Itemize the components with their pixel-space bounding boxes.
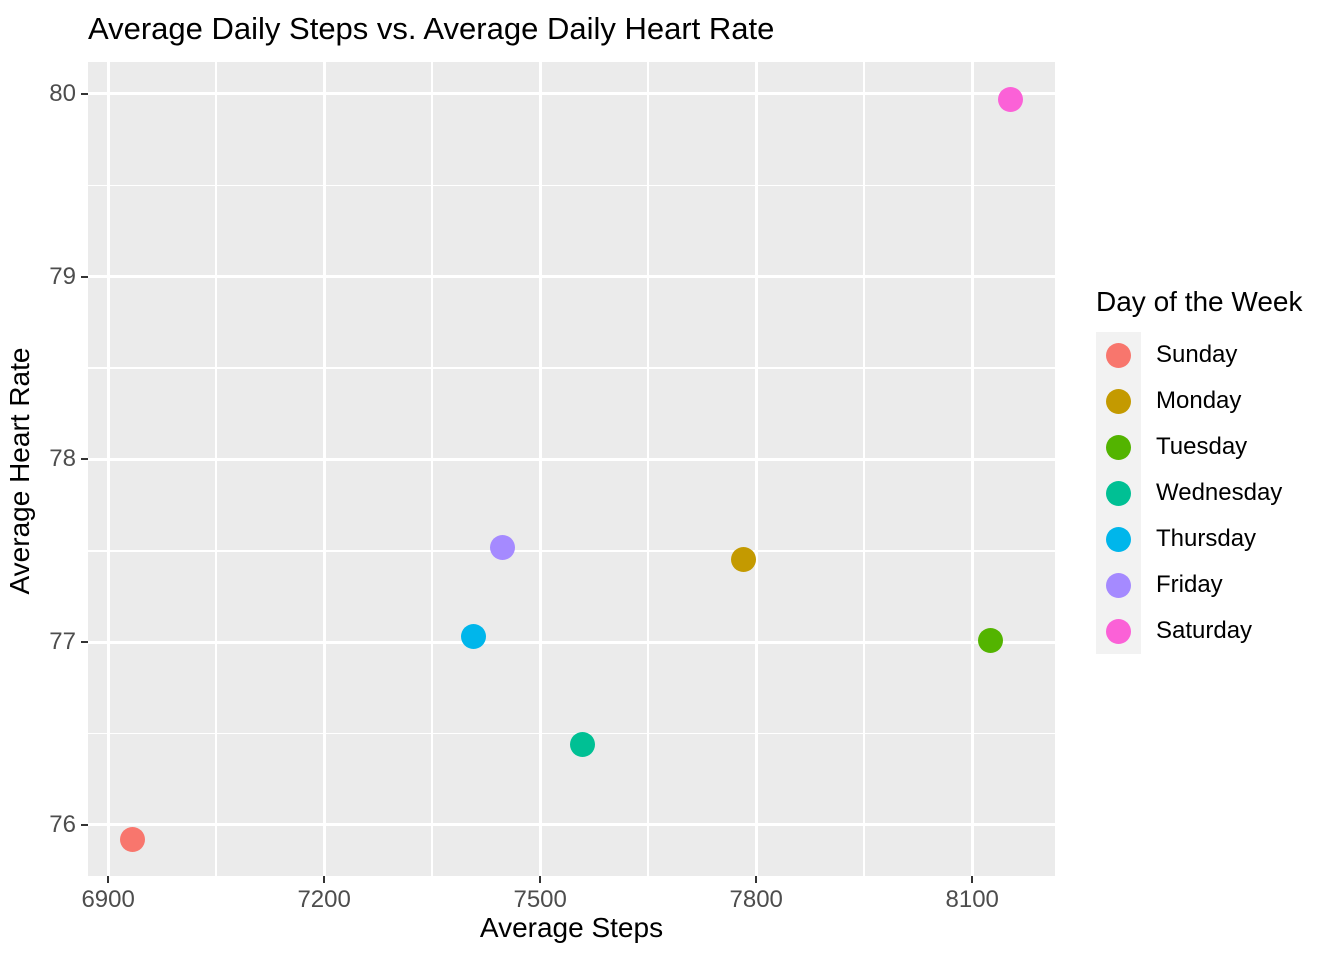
- x-tick-label: 6900: [81, 886, 135, 913]
- x-tick-mark: [323, 876, 326, 883]
- major-gridline-y: [88, 92, 1055, 96]
- legend-swatch-icon: [1106, 388, 1131, 414]
- legend-item-monday: Monday: [1096, 378, 1302, 424]
- legend-item-tuesday: Tuesday: [1096, 424, 1302, 470]
- x-tick-mark: [971, 876, 974, 883]
- legend: Day of the Week Sunday Monday Tuesday Wedne…: [1096, 286, 1302, 654]
- x-tick-label: 7800: [729, 886, 783, 913]
- minor-gridline-y: [88, 367, 1055, 369]
- minor-gridline-x: [215, 62, 217, 876]
- legend-label: Sunday: [1156, 341, 1238, 368]
- data-point-friday: [490, 534, 516, 560]
- legend-swatch-icon: [1106, 480, 1131, 506]
- legend-item-thursday: Thursday: [1096, 516, 1302, 562]
- legend-swatch-icon: [1106, 618, 1131, 644]
- legend-swatch-icon: [1106, 342, 1131, 368]
- legend-label: Monday: [1156, 387, 1242, 414]
- chart-title: Average Daily Steps vs. Average Daily He…: [88, 11, 775, 46]
- major-gridline-x: [754, 62, 758, 876]
- legend-swatch-icon: [1106, 526, 1131, 552]
- legend-label: Friday: [1156, 571, 1223, 598]
- legend-key: [1096, 332, 1141, 378]
- y-tick-mark: [81, 92, 88, 95]
- x-tick-label: 7500: [513, 886, 567, 913]
- x-tick-label: 8100: [945, 886, 999, 913]
- legend-items: Sunday Monday Tuesday Wednesday Thursday Frid…: [1096, 332, 1302, 654]
- minor-gridline-y: [88, 184, 1055, 187]
- y-tick-mark: [81, 641, 88, 644]
- data-point-sunday: [120, 826, 146, 852]
- minor-gridline-x: [647, 62, 649, 876]
- data-point-thursday: [460, 624, 486, 650]
- minor-gridline-y: [88, 550, 1055, 552]
- major-gridline-x: [322, 62, 326, 876]
- legend-key: [1096, 608, 1141, 654]
- x-tick-label: 7200: [297, 886, 351, 913]
- y-tick-label: 76: [49, 810, 76, 838]
- x-tick-mark: [755, 876, 758, 883]
- plot-panel: [88, 62, 1055, 876]
- y-tick-label: 78: [49, 445, 76, 473]
- y-tick-mark: [81, 823, 88, 826]
- legend-label: Wednesday: [1156, 479, 1283, 506]
- data-point-saturday: [997, 86, 1023, 112]
- legend-label: Saturday: [1156, 617, 1253, 644]
- legend-swatch-icon: [1106, 434, 1131, 460]
- data-point-wednesday: [570, 731, 596, 757]
- y-tick-mark: [81, 275, 88, 278]
- legend-label: Thursday: [1156, 525, 1257, 552]
- major-gridline-y: [88, 457, 1055, 461]
- legend-item-sunday: Sunday: [1096, 332, 1302, 378]
- legend-swatch-icon: [1106, 572, 1131, 598]
- y-tick-label: 77: [49, 628, 76, 656]
- y-tick-label: 79: [49, 262, 76, 290]
- major-gridline-y: [88, 823, 1055, 827]
- legend-item-wednesday: Wednesday: [1096, 470, 1302, 516]
- major-gridline-y: [88, 275, 1055, 279]
- major-gridline-x: [106, 62, 110, 876]
- y-tick-label: 80: [49, 79, 76, 107]
- y-axis-title: Average Heart Rate: [4, 347, 35, 595]
- major-gridline-x: [538, 62, 542, 876]
- legend-key: [1096, 470, 1141, 516]
- legend-title: Day of the Week: [1096, 286, 1303, 317]
- data-point-monday: [730, 547, 756, 573]
- legend-item-saturday: Saturday: [1096, 608, 1302, 654]
- x-axis-title: Average Steps: [479, 912, 664, 943]
- legend-item-friday: Friday: [1096, 562, 1302, 608]
- minor-gridline-x: [431, 62, 433, 876]
- legend-key: [1096, 562, 1141, 608]
- major-gridline-y: [88, 640, 1055, 644]
- minor-gridline-x: [863, 62, 865, 876]
- y-tick-mark: [81, 458, 88, 461]
- legend-key: [1096, 424, 1141, 470]
- x-tick-mark: [107, 876, 110, 883]
- minor-gridline-y: [88, 732, 1055, 735]
- legend-key: [1096, 378, 1141, 424]
- legend-key: [1096, 516, 1141, 562]
- major-gridline-x: [970, 62, 974, 876]
- data-point-tuesday: [977, 627, 1003, 653]
- legend-label: Tuesday: [1156, 433, 1248, 460]
- x-tick-mark: [539, 876, 542, 883]
